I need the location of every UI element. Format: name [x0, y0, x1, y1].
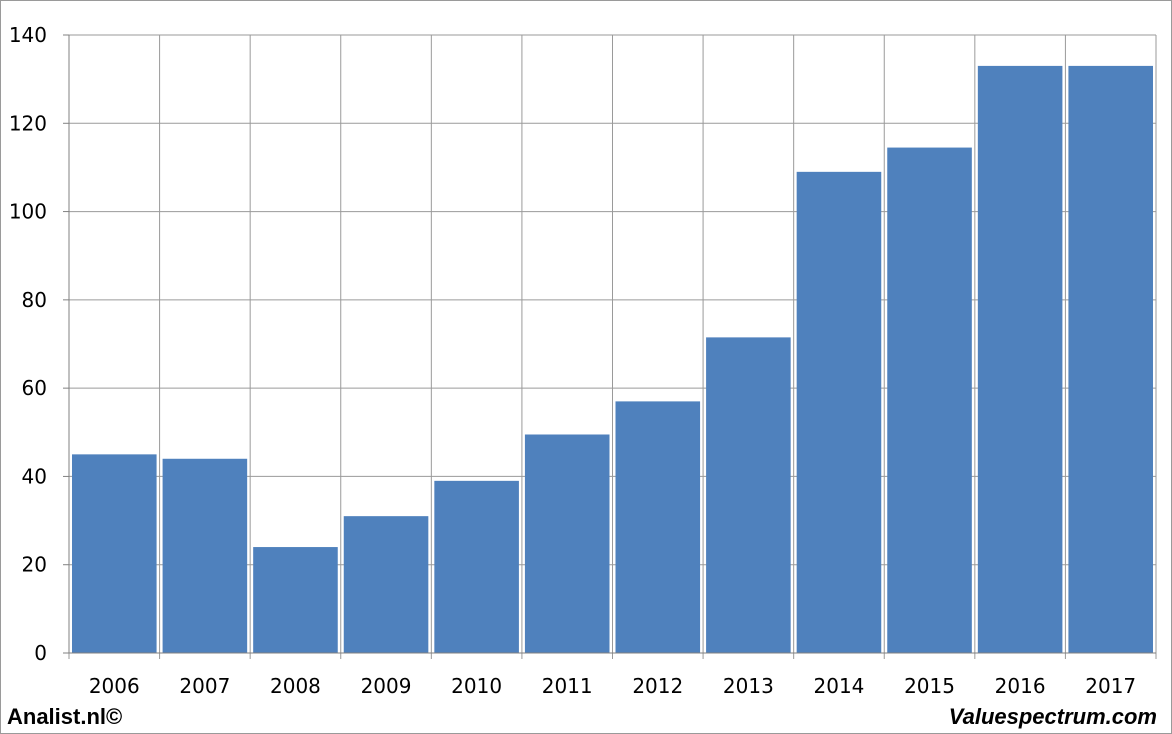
- y-tick-label: 120: [9, 111, 47, 135]
- x-tick-label: 2009: [361, 674, 412, 698]
- axes: [63, 34, 1156, 654]
- x-tick-label: 2013: [723, 674, 774, 698]
- x-tick-label: 2010: [451, 674, 502, 698]
- x-tick-label: 2015: [904, 674, 955, 698]
- y-tick-label: 0: [34, 641, 47, 665]
- bar-2012: [615, 401, 701, 653]
- bar-2015: [887, 147, 972, 654]
- bar-2009: [343, 516, 429, 653]
- y-tick-label: 20: [22, 553, 47, 577]
- bar-2008: [253, 547, 338, 653]
- bar-2017: [1068, 65, 1153, 653]
- bar-2011: [524, 434, 610, 653]
- x-tick-label: 2017: [1085, 674, 1136, 698]
- x-tick-label: 2006: [89, 674, 140, 698]
- bar-2016: [977, 65, 1063, 653]
- tick-labels: 0 20 40 60 80 100 120 140 2006 2007 2008 2009 2010 20…: [9, 23, 1136, 698]
- y-tick-label: 80: [22, 288, 47, 312]
- bar-2014: [796, 171, 882, 654]
- bar-2006: [72, 454, 157, 653]
- y-tick-label: 40: [22, 464, 47, 488]
- x-tick-label: 2008: [270, 674, 321, 698]
- x-tick-label: 2011: [542, 674, 593, 698]
- bar-2007: [162, 458, 248, 653]
- x-tick-label: 2012: [632, 674, 683, 698]
- bar-2010: [434, 480, 519, 653]
- gridlines: [68, 34, 1157, 659]
- bars: [72, 65, 1153, 654]
- bar-2013: [706, 337, 791, 653]
- y-tick-label: 140: [9, 23, 47, 47]
- analist-credit: Analist.nl©: [7, 704, 123, 729]
- y-tick-label: 100: [9, 200, 47, 224]
- x-tick-label: 2016: [995, 674, 1046, 698]
- y-tick-label: 60: [22, 376, 47, 400]
- valuespectrum-credit: Valuespectrum.com: [948, 704, 1157, 729]
- x-tick-label: 2014: [814, 674, 865, 698]
- bar-chart: 0 20 40 60 80 100 120 140 2006 2007 2008 2009 2010 20…: [9, 23, 1157, 698]
- x-tick-label: 2007: [179, 674, 230, 698]
